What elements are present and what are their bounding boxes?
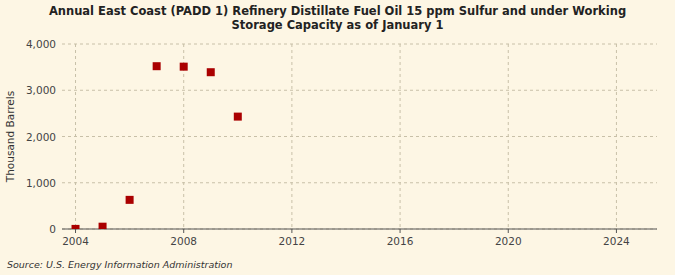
y-grid-line: [62, 44, 657, 45]
y-grid-line: [62, 229, 657, 230]
x-tick: [75, 229, 76, 233]
x-tick: [400, 229, 401, 233]
y-axis-label: Thousand Barrels: [4, 91, 16, 183]
x-tick-label: 2008: [170, 235, 197, 247]
y-grid-line: [62, 136, 657, 137]
x-grid-line: [75, 44, 76, 229]
point: [234, 113, 242, 121]
source-note: Source: U.S. Energy Information Administ…: [7, 259, 232, 270]
chart: Annual East Coast (PADD 1) Refinery Dist…: [0, 0, 675, 275]
x-grid-line: [291, 44, 292, 229]
background: [0, 0, 675, 275]
x-tick: [616, 229, 617, 233]
x-axis-line: [62, 229, 657, 230]
x-tick-label: 2004: [62, 235, 89, 247]
x-grid-line: [508, 44, 509, 229]
point: [126, 196, 134, 204]
point: [153, 62, 161, 70]
points: [72, 62, 242, 229]
x-grid-line: [616, 44, 617, 229]
x-tick-label: 2016: [387, 235, 414, 247]
point: [207, 68, 215, 76]
point: [180, 63, 188, 71]
y-tick-label: 3,000: [26, 84, 56, 96]
x-tick: [291, 229, 292, 233]
point: [99, 223, 107, 229]
x-grid-line: [400, 44, 401, 229]
y-tick-label: 0: [49, 223, 56, 235]
grid: [62, 44, 657, 229]
title-line: Storage Capacity as of January 1: [232, 18, 444, 32]
title: Annual East Coast (PADD 1) Refinery Dist…: [49, 4, 626, 32]
x-tick: [183, 229, 184, 233]
x-tick-label: 2020: [495, 235, 522, 247]
y-grid-line: [62, 182, 657, 183]
axes: 0 1,000 2,000 3,000 4,000 2004 2008 2012 2016 202…: [26, 38, 657, 247]
y-grid-line: [62, 90, 657, 91]
x-tick: [508, 229, 509, 233]
x-tick-label: 2012: [279, 235, 306, 247]
y-tick-label: 2,000: [26, 131, 56, 143]
title-line: Annual East Coast (PADD 1) Refinery Dist…: [49, 4, 626, 18]
y-tick-label: 1,000: [26, 177, 56, 189]
point: [72, 225, 80, 229]
y-tick-label: 4,000: [26, 38, 56, 50]
x-tick-label: 2024: [603, 235, 630, 247]
x-grid-line: [183, 44, 184, 229]
